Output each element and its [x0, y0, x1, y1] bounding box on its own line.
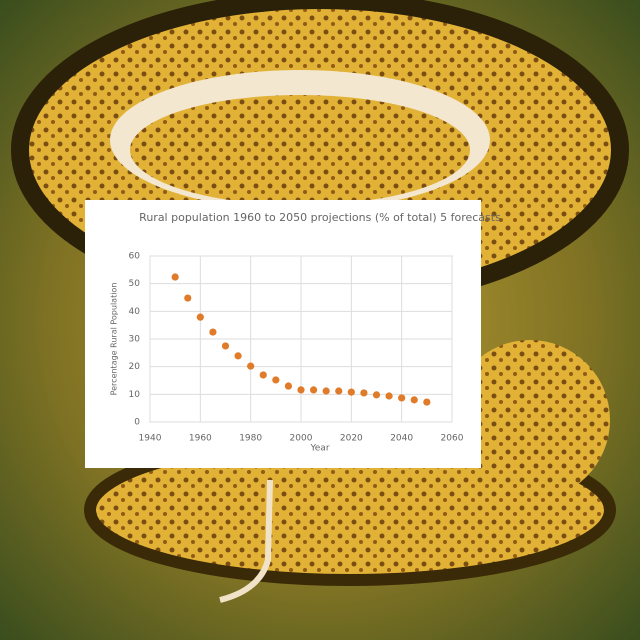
y-tick-label: 40 [129, 307, 141, 317]
data-point [335, 387, 343, 395]
x-tick-label: 1980 [239, 434, 262, 444]
x-tick-label: 2040 [390, 434, 413, 444]
decor-shape [130, 95, 470, 205]
y-tick-label: 60 [129, 252, 141, 262]
x-axis-label: Year [309, 444, 329, 454]
data-point [184, 294, 192, 302]
data-point [309, 386, 318, 394]
decor-shape [219, 479, 273, 603]
data-point [372, 391, 381, 399]
chart-card [85, 200, 481, 468]
data-point [284, 382, 293, 390]
data-point [347, 388, 355, 396]
data-point [297, 386, 305, 394]
data-point [385, 392, 393, 400]
y-tick-label: 20 [129, 362, 141, 372]
x-tick-label: 2000 [290, 434, 313, 444]
x-tick-label: 1940 [139, 434, 162, 444]
data-point [196, 313, 204, 321]
data-point [423, 398, 431, 406]
chart-title: Rural population 1960 to 2050 projection… [139, 211, 501, 224]
data-point [410, 396, 418, 404]
y-tick-label: 10 [129, 390, 141, 400]
y-tick-label: 50 [129, 279, 141, 289]
data-point [209, 328, 217, 336]
data-point [360, 389, 368, 397]
decor-shape [450, 340, 610, 500]
data-point [247, 362, 255, 370]
y-tick-label: 30 [129, 335, 141, 345]
data-point [272, 376, 280, 384]
data-point [234, 352, 242, 360]
data-point [259, 371, 267, 379]
x-tick-label: 1960 [189, 434, 212, 444]
data-point [322, 387, 330, 395]
y-axis-label: Percentage Rural Population [110, 283, 119, 396]
plot: 0 10 20 30 40 50 60 1940 1960 1980 2000 2020 2040 206… [129, 252, 464, 444]
data-point [398, 394, 406, 402]
x-tick-label: 2060 [441, 434, 464, 444]
x-tick-label: 2020 [340, 434, 363, 444]
data-point [171, 273, 179, 281]
data-point [221, 342, 230, 350]
y-tick-label: 0 [134, 418, 140, 428]
